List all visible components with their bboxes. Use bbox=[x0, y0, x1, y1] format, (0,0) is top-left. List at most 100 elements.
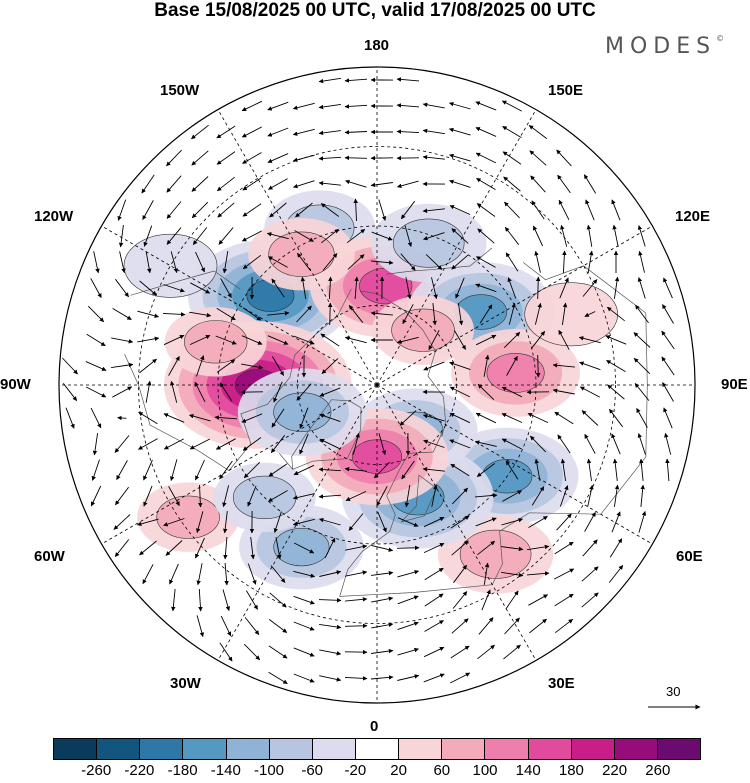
wind-vector bbox=[633, 357, 651, 375]
wind-vector bbox=[241, 230, 262, 242]
wind-vector bbox=[241, 126, 263, 138]
wind-vector bbox=[661, 330, 675, 350]
colorbar-tick-label: 220 bbox=[602, 762, 628, 779]
wind-vector bbox=[267, 311, 290, 316]
lon-label-30e: 30E bbox=[548, 675, 575, 692]
wind-vector bbox=[370, 260, 394, 265]
wind-vector bbox=[396, 180, 419, 189]
wind-vector bbox=[422, 467, 445, 472]
wind-vector bbox=[664, 432, 672, 455]
wind-vector bbox=[318, 77, 341, 84]
anomaly-contour bbox=[392, 218, 465, 268]
wind-vector bbox=[535, 276, 541, 300]
wind-vector bbox=[191, 124, 209, 140]
wind-vector bbox=[530, 330, 546, 349]
wind-vector bbox=[65, 407, 75, 429]
wind-vector bbox=[142, 564, 154, 585]
wind-vector bbox=[196, 563, 203, 586]
wind-vector bbox=[401, 460, 415, 480]
colorbar-segment bbox=[355, 739, 400, 759]
wind-vector bbox=[477, 383, 495, 401]
wind-vector bbox=[171, 589, 176, 612]
wind-vector bbox=[138, 411, 158, 425]
wind-vector bbox=[475, 412, 497, 424]
wind-vector bbox=[189, 311, 212, 318]
wind-vector bbox=[191, 176, 209, 192]
wind-vector bbox=[318, 156, 342, 161]
wind-vector bbox=[166, 227, 182, 245]
wind-vector bbox=[579, 386, 600, 398]
colorbar-segment bbox=[54, 739, 98, 759]
wind-vector bbox=[404, 485, 411, 508]
wind-vector bbox=[270, 435, 286, 454]
wind-vector bbox=[139, 358, 157, 374]
colorbar-tick-label: -140 bbox=[210, 762, 241, 779]
wind-vector bbox=[423, 542, 445, 554]
wind-vector bbox=[318, 103, 341, 110]
wind-vector bbox=[165, 540, 183, 556]
wind-vector bbox=[189, 438, 211, 450]
wind-vector bbox=[268, 671, 288, 685]
colorbar-tick-label: -220 bbox=[124, 762, 155, 779]
wind-vector bbox=[216, 176, 235, 192]
anomaly-high-atlantic-coast bbox=[137, 482, 240, 552]
wind-vector bbox=[216, 307, 236, 321]
wind-vector bbox=[560, 458, 567, 481]
wind-vector bbox=[271, 408, 285, 428]
wind-vector bbox=[483, 354, 490, 377]
wind-vector bbox=[431, 484, 438, 507]
wind-vector bbox=[475, 517, 497, 527]
wind-vector bbox=[112, 386, 133, 398]
wind-vector bbox=[554, 541, 574, 555]
wind-vector bbox=[404, 225, 413, 248]
wind-vector bbox=[266, 232, 289, 240]
wind-vector bbox=[143, 459, 153, 481]
wind-vector bbox=[530, 175, 546, 193]
coastline bbox=[279, 399, 362, 470]
wind-vector bbox=[352, 432, 360, 455]
wind-vector bbox=[405, 277, 412, 300]
wind-vector bbox=[91, 459, 100, 481]
wind-vector bbox=[507, 277, 517, 299]
lon-label-30w: 30W bbox=[170, 675, 201, 692]
wind-vector bbox=[450, 515, 470, 529]
wind-vector bbox=[93, 251, 100, 274]
wind-vector bbox=[268, 256, 288, 268]
wind-vector bbox=[198, 588, 203, 612]
reference-vector-label: 30 bbox=[666, 684, 681, 699]
wind-vector bbox=[168, 486, 180, 506]
wind-vector bbox=[270, 565, 286, 583]
lon-label-180: 180 bbox=[364, 37, 390, 54]
wind-vector bbox=[118, 225, 124, 248]
wind-vector bbox=[163, 334, 185, 346]
wind-vector bbox=[141, 174, 155, 194]
wind-vector bbox=[634, 383, 650, 401]
wind-vector bbox=[293, 542, 315, 554]
wind-vector bbox=[190, 282, 211, 294]
wind-vector bbox=[529, 618, 547, 634]
wind-vector bbox=[422, 413, 445, 422]
wind-vector bbox=[535, 354, 541, 378]
map-border bbox=[58, 66, 696, 704]
wind-vector bbox=[293, 570, 316, 578]
wind-vector bbox=[220, 278, 232, 298]
wind-vector bbox=[378, 433, 387, 456]
lon-label-60e: 60E bbox=[676, 548, 703, 565]
wind-vector bbox=[241, 413, 263, 423]
brand-text: MODES bbox=[605, 34, 717, 59]
wind-vector bbox=[243, 461, 261, 479]
anomaly-high-central-siberia bbox=[451, 329, 581, 417]
wind-vector bbox=[637, 225, 646, 247]
wind-vector bbox=[145, 380, 152, 403]
wind-vector bbox=[111, 362, 134, 369]
wind-vector bbox=[299, 407, 309, 429]
wind-vector bbox=[272, 356, 284, 376]
wind-vector bbox=[319, 649, 342, 656]
wind-vector bbox=[163, 284, 185, 293]
wind-vector bbox=[503, 176, 521, 192]
wind-vector bbox=[586, 458, 592, 481]
wind-vector bbox=[348, 304, 364, 323]
wind-vector bbox=[559, 277, 569, 299]
wind-vector bbox=[114, 435, 130, 453]
lon-label-60w: 60W bbox=[34, 548, 65, 565]
